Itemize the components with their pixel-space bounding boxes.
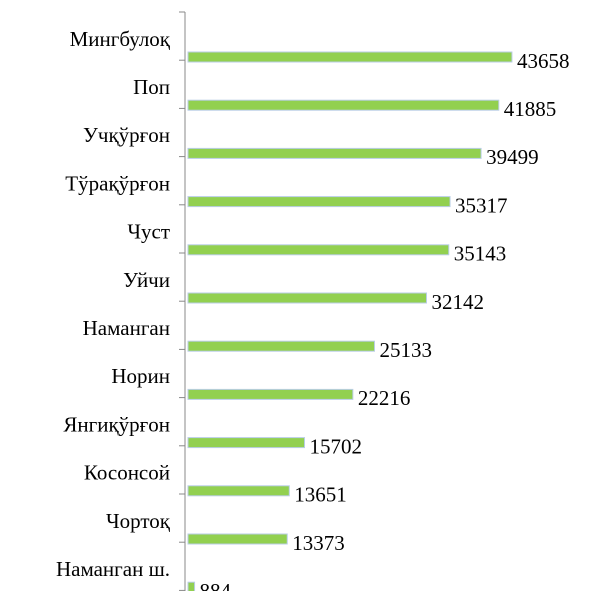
value-label: 32142 [431, 290, 484, 314]
category-label: Поп [133, 75, 170, 99]
category-label: Уйчи [123, 268, 170, 292]
category-label: Чортоқ [106, 509, 171, 533]
value-label: 41885 [504, 97, 557, 121]
category-label: Мингбулоқ [70, 27, 171, 51]
category-label: Учқўрғон [83, 123, 170, 147]
category-label: Чуст [127, 220, 170, 244]
value-label: 15702 [310, 434, 363, 458]
value-label: 25133 [379, 338, 432, 362]
value-label: 39499 [486, 145, 539, 169]
value-label: 35143 [454, 242, 507, 266]
value-label: 22216 [358, 386, 411, 410]
value-label: 43658 [517, 49, 570, 73]
bar [187, 485, 290, 497]
bar [187, 196, 451, 208]
category-label: Норин [111, 364, 170, 388]
bar [187, 244, 450, 256]
category-label: Тўрақўрғон [65, 171, 170, 195]
bar [187, 340, 375, 352]
value-label: 884 [200, 579, 232, 591]
bar [187, 99, 500, 111]
bar [187, 581, 196, 591]
category-label: Косонсой [84, 461, 170, 485]
category-label: Янгиқўрғон [63, 412, 170, 436]
bar [187, 147, 482, 159]
bar [187, 437, 306, 449]
bar [187, 51, 513, 63]
bar [187, 533, 288, 545]
bar [187, 292, 427, 304]
value-label: 13373 [292, 531, 345, 555]
category-label: Наманган ш. [56, 557, 170, 581]
value-label: 13651 [294, 483, 347, 507]
category-label: Наманган [83, 316, 170, 340]
bar [187, 388, 354, 400]
value-label: 35317 [455, 193, 508, 217]
